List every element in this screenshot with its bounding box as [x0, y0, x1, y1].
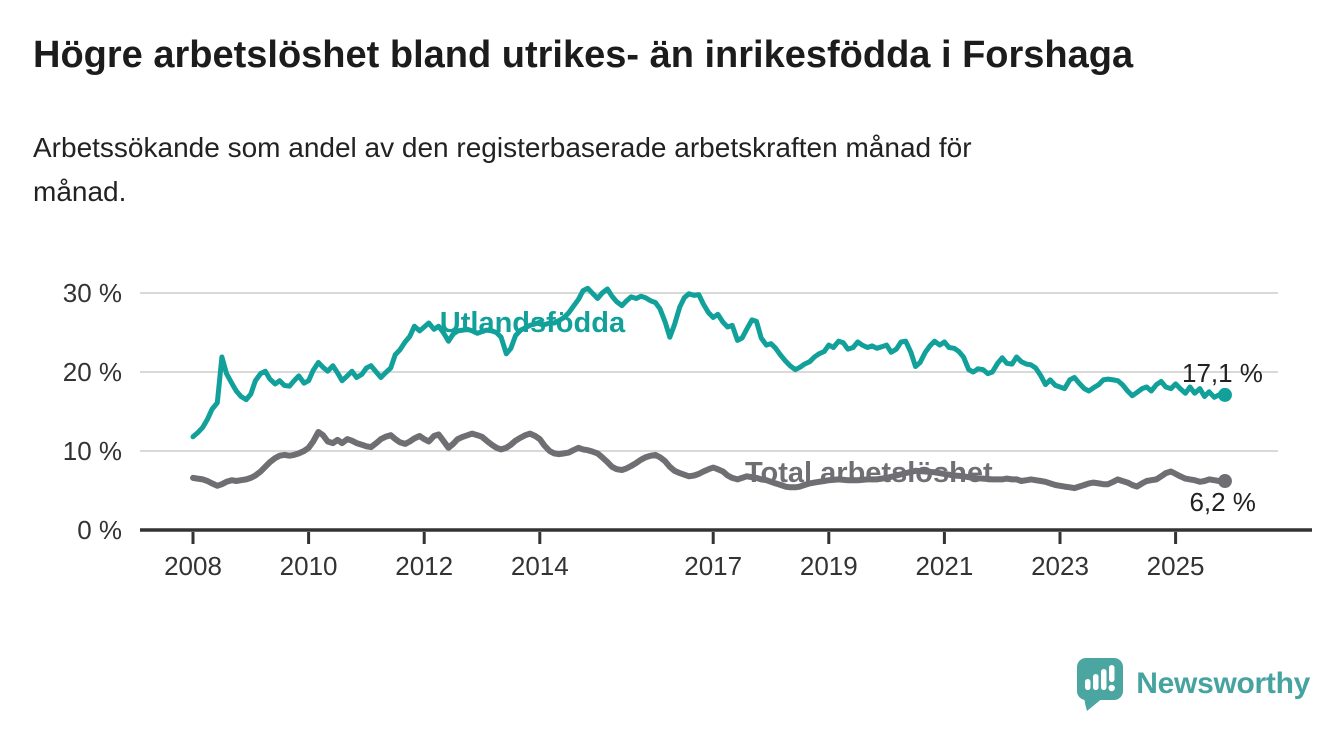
page-subtitle: Arbetssökande som andel av den registerb… — [33, 126, 1253, 214]
x-tick-label-2012: 2012 — [395, 551, 453, 581]
subtitle-line-1: Arbetssökande som andel av den registerb… — [33, 132, 972, 163]
x-tick-label-2014: 2014 — [511, 551, 569, 581]
newsworthy-logo: Newsworthy — [1074, 656, 1310, 712]
x-tick-label-2010: 2010 — [280, 551, 338, 581]
x-tick-label-2021: 2021 — [915, 551, 973, 581]
y-tick-label-20: 20 % — [63, 357, 122, 387]
newsworthy-logo-text: Newsworthy — [1136, 667, 1310, 700]
series-end-label-1: 17,1 % — [1182, 358, 1263, 388]
series-end-dot-1 — [1217, 387, 1232, 402]
subtitle-line-2: månad. — [33, 175, 127, 207]
y-tick-label-30: 30 % — [63, 278, 122, 308]
newsworthy-bubble-barchart-icon — [1077, 658, 1124, 711]
series-label-0: Total arbetslöshet — [745, 457, 993, 489]
series-line-1 — [190, 285, 1222, 440]
page-title: Högre arbetslöshet bland utrikes- än inr… — [33, 34, 1134, 76]
series-end-label-0: 6,2 % — [1189, 487, 1256, 517]
series-label-1: Utlandsfödda — [440, 307, 626, 339]
y-tick-label-10: 10 % — [63, 436, 122, 466]
x-tick-label-2023: 2023 — [1031, 551, 1089, 581]
x-tick-label-2008: 2008 — [164, 551, 222, 581]
y-tick-label-0: 0 % — [77, 515, 122, 545]
x-tick-label-2019: 2019 — [800, 551, 858, 581]
series-end-dot-0 — [1217, 474, 1232, 489]
x-tick-label-2017: 2017 — [684, 551, 742, 581]
x-tick-label-2025: 2025 — [1147, 551, 1205, 581]
series-line-0 — [190, 429, 1222, 492]
